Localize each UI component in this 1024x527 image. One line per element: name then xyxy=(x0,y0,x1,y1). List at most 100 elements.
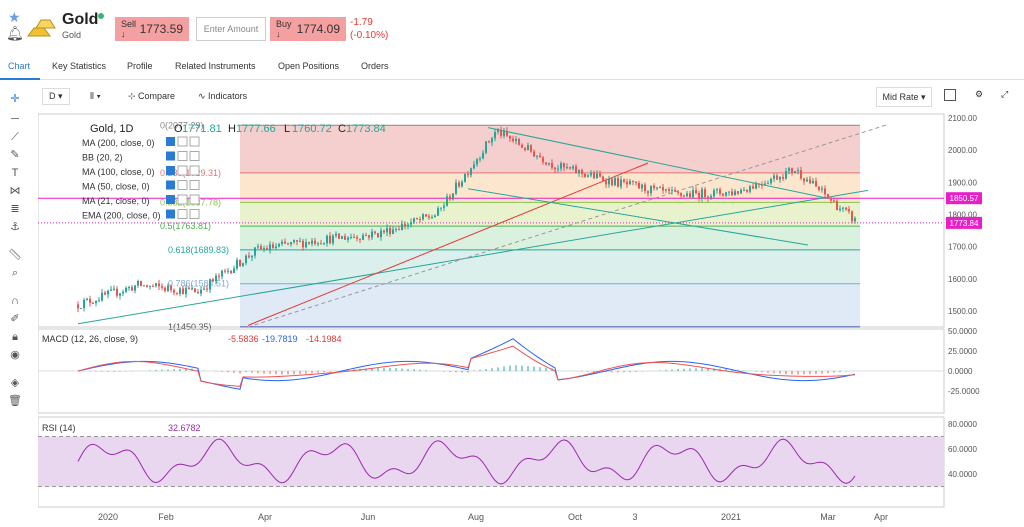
anchor-icon[interactable]: ⚓︎ xyxy=(10,221,20,233)
expand-icon[interactable]: ⤢ xyxy=(1001,89,1009,99)
candle-body xyxy=(374,231,376,234)
instrument-name: Gold xyxy=(62,11,99,28)
lock-icon[interactable]: 🔒︎ xyxy=(12,331,18,343)
indicator-visibility-icon xyxy=(166,166,175,175)
candle-body xyxy=(212,279,214,282)
candle-body xyxy=(698,193,700,199)
macd-line xyxy=(77,338,856,390)
pattern-icon[interactable]: ⋈ xyxy=(9,185,21,197)
star-icon[interactable]: ★ xyxy=(8,9,21,25)
eye-icon[interactable]: ◉ xyxy=(10,349,20,361)
candle-body xyxy=(524,147,526,151)
candle-body xyxy=(362,235,364,240)
amount-input[interactable]: Enter Amount xyxy=(196,17,266,41)
sell-button[interactable]: Sell ↓ 1773.59 xyxy=(115,17,189,41)
candle-body xyxy=(104,292,106,295)
candle-body xyxy=(722,193,724,196)
buy-button[interactable]: Buy ↓ 1774.09 xyxy=(270,17,346,41)
crosshair-icon[interactable]: ✛ xyxy=(10,93,20,105)
indicator-visibility-icon xyxy=(166,195,175,204)
candle-body xyxy=(575,166,577,174)
candle-body xyxy=(446,196,448,206)
candle-body xyxy=(746,189,748,192)
indicator-remove-icon xyxy=(189,194,200,205)
candle-body xyxy=(467,174,469,176)
compare-button[interactable]: ⊹ Compare xyxy=(128,91,176,101)
candle-body xyxy=(473,164,475,169)
candle-body xyxy=(134,285,136,291)
candle-body xyxy=(299,240,301,242)
tab-chart[interactable]: Chart xyxy=(8,61,31,71)
candle-body xyxy=(842,207,844,209)
alert-icon[interactable]: 🔔︎ xyxy=(6,25,24,41)
candle-body xyxy=(173,290,175,293)
indicator-visibility-icon xyxy=(166,209,175,219)
candle-body xyxy=(725,192,727,196)
candle-body xyxy=(530,145,532,152)
candle-body xyxy=(752,186,754,189)
candle-body xyxy=(98,300,100,302)
candle-body xyxy=(815,180,817,187)
lock-drawing-icon[interactable]: ✐ xyxy=(10,313,20,325)
fib-zone xyxy=(240,226,860,250)
candle-body xyxy=(644,184,646,192)
candle-body xyxy=(668,189,670,191)
candle-body xyxy=(209,279,211,290)
candle-body xyxy=(116,288,118,296)
candle-body xyxy=(335,233,337,236)
tab-profile[interactable]: Profile xyxy=(127,61,153,71)
candle-body xyxy=(785,171,787,179)
candle-type-icon[interactable]: ⦀ ▾ xyxy=(90,91,101,101)
fullscreen-icon[interactable] xyxy=(944,89,956,101)
indicators-button[interactable]: ∿ Indicators xyxy=(198,91,248,101)
fib-zone xyxy=(240,283,860,327)
indicator-legend-item: MA (50, close, 0) xyxy=(82,182,150,192)
candle-body xyxy=(224,270,226,272)
rsi-axis-tick-right: 60.0000 xyxy=(948,445,977,454)
candle-body xyxy=(194,288,196,293)
tab-open-positions[interactable]: Open Positions xyxy=(278,61,340,71)
rsi-pane: 80.000080.000060.000060.000040.000040.00… xyxy=(38,416,977,508)
brush-icon[interactable]: ✎ xyxy=(10,149,20,161)
indicator-visibility-icon xyxy=(166,151,175,161)
candle-body xyxy=(716,189,718,191)
tab-key-statistics[interactable]: Key Statistics xyxy=(52,61,107,71)
candle-body xyxy=(167,285,169,291)
candle-body xyxy=(794,171,796,173)
candle-body xyxy=(122,291,124,294)
fib-level-label: 0.786(1584.51) xyxy=(168,279,229,289)
interval-select[interactable]: D ▾ xyxy=(42,88,70,105)
candle-body xyxy=(317,243,319,245)
candle-body xyxy=(269,244,271,251)
line-icon[interactable]: ─ xyxy=(11,113,19,125)
instrument-header: ★ 🔔︎ Gold Gold Sell ↓ 1773.59 Enter Amoun… xyxy=(0,0,1024,55)
candle-body xyxy=(272,244,274,249)
text-icon[interactable]: T xyxy=(11,167,19,179)
price-mode-select[interactable]: Mid Rate ▾ xyxy=(876,87,932,107)
candle-body xyxy=(434,215,436,218)
candle-body xyxy=(704,189,706,197)
fib-level-label: 0.5(1763.81) xyxy=(160,221,211,231)
candle-body xyxy=(188,287,190,290)
candle-body xyxy=(554,167,556,170)
candle-body xyxy=(266,248,268,251)
tab-related-instruments[interactable]: Related Instruments xyxy=(175,61,256,71)
trend-lines-icon[interactable]: ⟋ xyxy=(11,131,19,143)
candle-body xyxy=(809,179,811,184)
layers-icon[interactable]: ◈ xyxy=(10,377,20,389)
settings-icon[interactable]: ⚙ xyxy=(975,89,984,99)
candle-body xyxy=(614,178,616,186)
candle-body xyxy=(560,163,562,169)
fib-icon[interactable]: ≣ xyxy=(10,203,20,215)
right-axis-tick: 1600.00 xyxy=(948,275,977,284)
price-chart[interactable]: 0(2077.29)0.236(1929.31)0.382(1837.78)0.… xyxy=(38,112,1024,527)
trash-icon[interactable]: 🗑︎ xyxy=(8,395,22,407)
ruler-icon[interactable]: 📏︎ xyxy=(8,249,22,261)
tab-orders[interactable]: Orders xyxy=(361,61,389,71)
candle-body xyxy=(221,270,223,277)
zoom-icon[interactable]: ⌕ xyxy=(11,267,19,279)
candle-body xyxy=(671,190,673,192)
candle-body xyxy=(674,190,676,192)
level-marker-right xyxy=(946,192,982,205)
magnet-icon[interactable]: ∩ xyxy=(11,295,19,307)
